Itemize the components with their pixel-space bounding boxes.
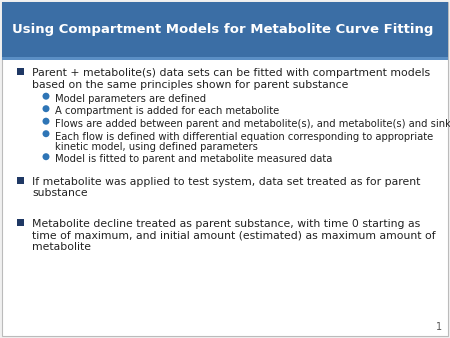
Text: Flows are added between parent and metabolite(s), and metabolite(s) and sink: Flows are added between parent and metab… [55,119,450,129]
Text: Model parameters are defined: Model parameters are defined [55,94,206,104]
Text: A compartment is added for each metabolite: A compartment is added for each metaboli… [55,106,279,117]
Text: Metabolite decline treated as parent substance, with time 0 starting as: Metabolite decline treated as parent sub… [32,219,420,229]
Text: based on the same principles shown for parent substance: based on the same principles shown for p… [32,79,348,90]
Circle shape [42,153,50,160]
Text: Using Compartment Models for Metabolite Curve Fitting: Using Compartment Models for Metabolite … [12,23,433,36]
Text: If metabolite was applied to test system, data set treated as for parent: If metabolite was applied to test system… [32,177,420,187]
Text: substance: substance [32,189,88,198]
Circle shape [42,105,50,112]
Bar [17,219,23,225]
Text: Parent + metabolite(s) data sets can be fitted with compartment models: Parent + metabolite(s) data sets can be … [32,68,430,78]
Circle shape [42,118,50,125]
Text: Each flow is defined with differential equation corresponding to appropriate: Each flow is defined with differential e… [55,131,433,142]
Bar [2,57,448,60]
Bar [17,68,23,75]
Text: Model is fitted to parent and metabolite measured data: Model is fitted to parent and metabolite… [55,154,333,165]
Text: time of maximum, and initial amount (estimated) as maximum amount of: time of maximum, and initial amount (est… [32,231,436,241]
Text: 1: 1 [436,322,442,332]
Bar [17,176,23,184]
Bar [2,2,448,57]
Text: kinetic model, using defined parameters: kinetic model, using defined parameters [55,142,258,152]
Circle shape [42,130,50,137]
Circle shape [42,93,50,100]
Text: metabolite: metabolite [32,242,91,252]
